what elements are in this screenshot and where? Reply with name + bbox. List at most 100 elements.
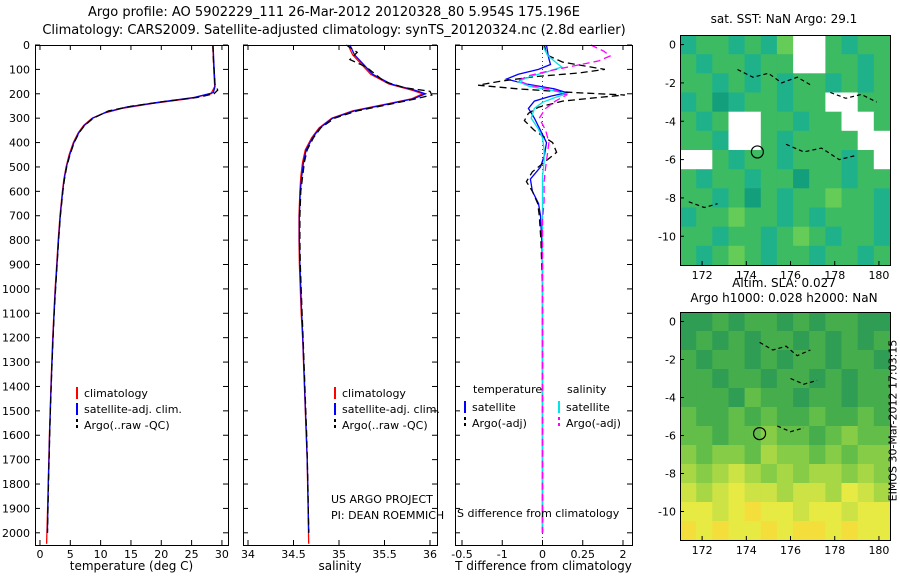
tick-label: -1 (497, 548, 508, 561)
salinity-profile-argo-raw (299, 44, 433, 533)
sst-map-contour-0 (737, 68, 811, 86)
tick-label: 174 (736, 269, 757, 282)
sla-map-title: Altim. SLA: 0.027 (732, 276, 836, 290)
project-pi: PI: DEAN ROEMMICH (331, 509, 445, 522)
sla-map-frame (680, 312, 891, 541)
tick-label: 176 (780, 269, 801, 282)
legend-difference-salinity: salinity satellite Argo(-adj) (558, 383, 621, 431)
tick-label: 36 (423, 548, 437, 561)
legend-temperature-panel: climatology satellite-adj. clim. Argo(..… (76, 385, 182, 433)
tick-label: 200 (9, 88, 30, 101)
sla-map-subtitle: Argo h1000: 0.028 h2000: NaN (690, 291, 878, 305)
salinity-profile-satellite-adj-clim (298, 44, 428, 533)
figure-subtitle: Climatology: CARS2009. Satellite-adjuste… (42, 23, 626, 38)
legend-label: Argo(..raw -QC) (342, 418, 428, 432)
sla-map-float-position-marker (752, 427, 767, 441)
legend-label: satellite (472, 400, 516, 414)
sst-map-contour-1 (830, 91, 877, 103)
tick-label: 178 (824, 544, 845, 557)
sst-map: 172 174 176 178 180 0 -2 -4 -6 -8 -10 (658, 35, 891, 282)
tick-label: -10 (658, 230, 676, 243)
climatology-line-swatch (334, 387, 336, 399)
argo-dashed-line-swatch (334, 419, 336, 431)
difference-profile-frame (455, 45, 633, 546)
difference-profile-t-satellite (504, 44, 570, 533)
argo-dashed-line-swatch (464, 417, 466, 429)
difference-profile-s-argo-adj (516, 44, 612, 533)
satellite-salinity-line-swatch (558, 401, 560, 413)
salinity-profile: 34 34.5 35 35.5 36 (241, 44, 438, 561)
sla-map: 172 174 176 178 180 0 -2 -4 -6 -8 -10 (658, 312, 891, 557)
sst-map-frame (680, 35, 891, 266)
temperature-profile-satellite-adj-clim (46, 44, 216, 533)
tick-label: 178 (824, 269, 845, 282)
tick-label: -0.5 (451, 548, 472, 561)
legend-difference-temperature: temperature satellite Argo(-adj) (464, 383, 542, 431)
tick-label: 25 (185, 548, 199, 561)
tick-label: 700 (9, 210, 30, 223)
tick-label: 0 (669, 316, 676, 329)
salinity-profile-climatology (298, 44, 425, 544)
tick-label: 2000 (2, 527, 30, 540)
tick-label: 100 (9, 63, 30, 76)
x-axis-label-temperature: temperature (deg C) (69, 559, 194, 573)
tick-label: -6 (665, 430, 676, 443)
satellite-line-swatch (464, 401, 466, 413)
tick-label: 1100 (2, 307, 30, 320)
difference-profile: -0.5 -1 0 0.25 2 (451, 44, 633, 561)
temperature-profile-climatology (45, 44, 216, 544)
sla-map-contour-1 (790, 377, 818, 385)
figure-title: Argo profile: AO 5902229_111 26-Mar-2012… (87, 5, 581, 20)
tick-label: 174 (736, 544, 757, 557)
tick-label: 0 (23, 39, 30, 52)
tick-label: 900 (9, 259, 30, 272)
tick-label: 1800 (2, 478, 30, 491)
legend-item: Argo(..raw -QC) (334, 417, 440, 433)
legend-label: satellite-adj. clim. (84, 402, 182, 416)
timestamp-stamp: EIMOS 30-Mar-2012 17:03:15 (886, 339, 900, 502)
satellite-line-swatch (334, 403, 336, 415)
tick-label: 5 (67, 548, 74, 561)
legend-item: Argo(..raw -QC) (76, 417, 182, 433)
sst-map-contour-3 (688, 201, 718, 209)
tick-label: -2 (665, 77, 676, 90)
tick-label: 34 (241, 548, 255, 561)
legend-item: climatology (76, 385, 182, 401)
sst-map-float-position-marker (750, 145, 764, 159)
salinity-profile-frame (243, 45, 438, 546)
legend-header-salinity: salinity (567, 383, 607, 396)
sla-map-grid (680, 312, 891, 541)
tick-label: 180 (868, 269, 889, 282)
sla-map-contour-2 (777, 425, 804, 433)
tick-label: 172 (692, 269, 713, 282)
legend-label: satellite-adj. clim. (342, 402, 440, 416)
sst-map-contour-2 (785, 143, 855, 161)
tick-label: -2 (665, 354, 676, 367)
argo-dashed-line-swatch (76, 419, 78, 431)
legend-label: Argo(..raw -QC) (84, 418, 170, 432)
tick-label: 10 (94, 548, 108, 561)
legend-item: Argo(-adj) (464, 415, 542, 431)
tick-label: 600 (9, 185, 30, 198)
tick-label: 0 (539, 548, 546, 561)
x-axis-label-t-difference: T difference from climatology (455, 559, 632, 573)
legend-label: climatology (342, 386, 406, 400)
tick-label: -4 (665, 115, 676, 128)
legend-salinity-panel: climatology satellite-adj. clim. Argo(..… (334, 385, 440, 433)
tick-label: 400 (9, 137, 30, 150)
legend-item: climatology (334, 385, 440, 401)
argo-salinity-dashed-line-swatch (558, 417, 560, 429)
legend-label: Argo(-adj) (472, 416, 527, 430)
legend-item: satellite-adj. clim. (334, 401, 440, 417)
tick-label: 1000 (2, 283, 30, 296)
tick-label: 300 (9, 112, 30, 125)
tick-label: 500 (9, 161, 30, 174)
tick-label: 35 (332, 548, 346, 561)
tick-label: 1900 (2, 502, 30, 515)
tick-label: 34.5 (281, 548, 306, 561)
tick-label: 0 (36, 548, 43, 561)
sst-map-grid (680, 35, 891, 266)
tick-label: 1200 (2, 332, 30, 345)
tick-label: 1500 (2, 405, 30, 418)
